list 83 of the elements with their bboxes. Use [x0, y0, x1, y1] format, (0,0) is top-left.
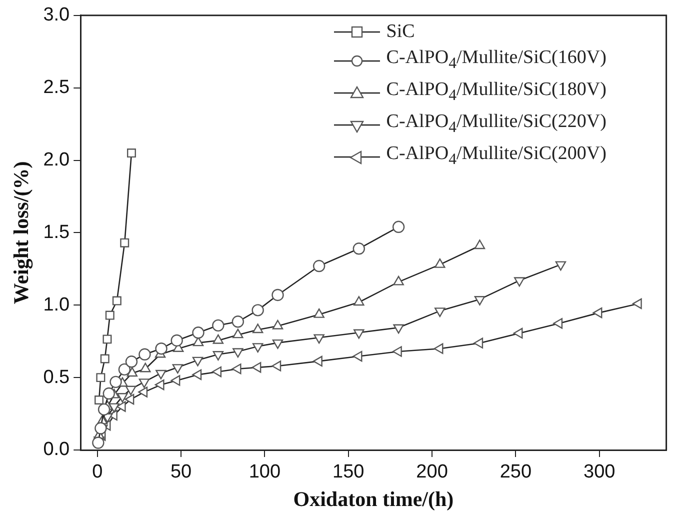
point [138, 348, 151, 360]
legend-label: C-AlPO$_{4}$/Mullite/SiC(200V) [386, 142, 606, 170]
y-tick-label: 0.5 [43, 366, 70, 388]
point [474, 338, 484, 348]
point [94, 396, 104, 405]
point [94, 422, 107, 434]
point [126, 148, 136, 158]
point [212, 319, 224, 332]
point [252, 362, 262, 373]
x-tick-label: 200 [416, 462, 448, 483]
legend-label: SiC [386, 20, 415, 44]
point [118, 363, 131, 376]
point [252, 304, 264, 316]
point [232, 364, 242, 374]
point [112, 296, 122, 306]
point [138, 378, 150, 388]
legend-label: C-AlPO$_{4}$/Mullite/SiC(180V) [386, 78, 606, 106]
point [232, 316, 244, 328]
point [514, 277, 525, 287]
point [212, 351, 224, 360]
point [117, 393, 128, 402]
point [125, 356, 138, 368]
y-tick-label: 2.5 [43, 77, 70, 98]
legend-label: C-AlPO$_{4}$/Mullite/SiC(160V) [386, 46, 606, 74]
point [553, 318, 563, 329]
point [170, 334, 183, 347]
x-tick-label: 0 [92, 462, 103, 483]
y-tick-label: 3.0 [43, 4, 70, 26]
y-tick-label: 1.5 [43, 222, 70, 243]
x-axis-title: Oxidaton time/(h) [293, 486, 454, 511]
point [192, 326, 204, 339]
point [156, 370, 166, 380]
point [102, 387, 115, 400]
point [434, 343, 444, 354]
point [110, 376, 122, 388]
point [108, 403, 120, 413]
point [102, 334, 112, 344]
point [312, 356, 322, 367]
point [272, 339, 284, 349]
point [192, 356, 204, 366]
x-tick-label: 250 [500, 462, 532, 483]
point [392, 346, 402, 357]
point [555, 261, 566, 271]
point [312, 260, 326, 272]
point [393, 324, 404, 334]
point [138, 386, 148, 398]
point [354, 329, 364, 339]
point [105, 310, 114, 320]
point [172, 364, 184, 374]
point [120, 238, 130, 248]
point [98, 403, 110, 416]
point [314, 334, 324, 344]
x-tick-label: 300 [584, 462, 616, 483]
legend-label: C-AlPO$_{4}$/Mullite/SiC(220V) [386, 110, 606, 138]
point [96, 373, 106, 382]
x-tick-label: 100 [248, 462, 281, 483]
point [116, 401, 126, 412]
point [232, 348, 244, 358]
point [272, 288, 284, 302]
point [212, 366, 222, 378]
point [632, 298, 642, 310]
point [125, 386, 136, 396]
point [513, 328, 523, 339]
y-tick-label: 1.0 [43, 294, 70, 316]
point [192, 369, 202, 380]
point [155, 342, 168, 355]
point [170, 375, 180, 386]
y-tick-label: 2.0 [43, 150, 70, 170]
point [434, 308, 446, 318]
point [352, 242, 365, 255]
point [100, 354, 110, 364]
point [592, 307, 602, 318]
y-axis-title: Weight loss/(%) [9, 161, 34, 304]
point [392, 220, 405, 234]
point [252, 343, 264, 353]
point [474, 296, 486, 306]
y-tick-label: 0.0 [43, 439, 70, 460]
point [272, 360, 282, 372]
x-tick-label: 50 [170, 462, 192, 483]
point [352, 350, 362, 362]
point [124, 394, 134, 405]
x-tick-label: 150 [332, 462, 364, 483]
point [154, 379, 164, 390]
